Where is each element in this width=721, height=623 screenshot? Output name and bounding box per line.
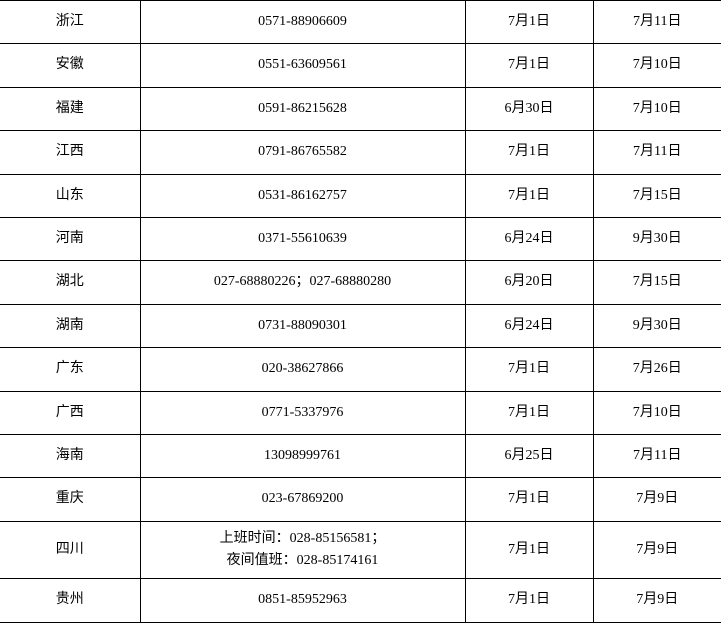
table-row: 湖南 0731-88090301 6月24日 9月30日 (0, 304, 721, 347)
phone-cell: 0551-63609561 (140, 44, 465, 87)
date1-cell: 7月1日 (465, 391, 593, 434)
date1-cell: 7月1日 (465, 131, 593, 174)
province-cell: 四川 (0, 521, 140, 579)
date1-cell: 6月30日 (465, 87, 593, 130)
province-cell: 江西 (0, 131, 140, 174)
province-cell: 福建 (0, 87, 140, 130)
phone-cell: 0731-88090301 (140, 304, 465, 347)
province-cell: 湖南 (0, 304, 140, 347)
date1-cell: 6月20日 (465, 261, 593, 304)
table-row: 浙江 0571-88906609 7月1日 7月11日 (0, 1, 721, 44)
table-row: 安徽 0551-63609561 7月1日 7月10日 (0, 44, 721, 87)
date2-cell: 7月15日 (593, 261, 721, 304)
table-row: 海南 13098999761 6月25日 7月11日 (0, 434, 721, 477)
phone-cell: 0371-55610639 (140, 217, 465, 260)
phone-cell: 0531-86162757 (140, 174, 465, 217)
table-body: 浙江 0571-88906609 7月1日 7月11日 安徽 0551-6360… (0, 1, 721, 623)
date2-cell: 9月30日 (593, 217, 721, 260)
phone-cell: 023-67869200 (140, 478, 465, 521)
date2-cell: 7月11日 (593, 1, 721, 44)
phone-line2: 夜间值班：028-85174161 (145, 550, 461, 572)
date2-cell: 7月9日 (593, 521, 721, 579)
date2-cell: 7月15日 (593, 174, 721, 217)
date2-cell: 7月10日 (593, 391, 721, 434)
province-cell: 广西 (0, 391, 140, 434)
date1-cell: 7月1日 (465, 348, 593, 391)
province-cell: 广东 (0, 348, 140, 391)
phone-cell: 13098999761 (140, 434, 465, 477)
table-row: 山东 0531-86162757 7月1日 7月15日 (0, 174, 721, 217)
table-row: 河南 0371-55610639 6月24日 9月30日 (0, 217, 721, 260)
table-row: 福建 0591-86215628 6月30日 7月10日 (0, 87, 721, 130)
date2-cell: 7月10日 (593, 87, 721, 130)
table-row: 江西 0791-86765582 7月1日 7月11日 (0, 131, 721, 174)
province-cell: 湖北 (0, 261, 140, 304)
date1-cell: 7月1日 (465, 1, 593, 44)
date1-cell: 6月24日 (465, 304, 593, 347)
province-cell: 山东 (0, 174, 140, 217)
province-cell: 安徽 (0, 44, 140, 87)
date2-cell: 7月26日 (593, 348, 721, 391)
phone-cell: 027-68880226；027-68880280 (140, 261, 465, 304)
province-cell: 河南 (0, 217, 140, 260)
date1-cell: 7月1日 (465, 521, 593, 579)
date1-cell: 7月1日 (465, 478, 593, 521)
date1-cell: 7月1日 (465, 174, 593, 217)
phone-line1: 上班时间：028-85156581； (145, 528, 461, 550)
province-cell: 海南 (0, 434, 140, 477)
province-cell: 浙江 (0, 1, 140, 44)
phone-cell: 0591-86215628 (140, 87, 465, 130)
phone-cell: 0571-88906609 (140, 1, 465, 44)
date1-cell: 7月1日 (465, 44, 593, 87)
date2-cell: 7月9日 (593, 478, 721, 521)
phone-cell-multiline: 上班时间：028-85156581； 夜间值班：028-85174161 (140, 521, 465, 579)
phone-cell: 0791-86765582 (140, 131, 465, 174)
province-phone-table: 浙江 0571-88906609 7月1日 7月11日 安徽 0551-6360… (0, 0, 721, 623)
phone-cell: 020-38627866 (140, 348, 465, 391)
province-cell: 重庆 (0, 478, 140, 521)
table-row: 四川 上班时间：028-85156581； 夜间值班：028-85174161 … (0, 521, 721, 579)
table-row: 重庆 023-67869200 7月1日 7月9日 (0, 478, 721, 521)
date2-cell: 9月30日 (593, 304, 721, 347)
table-row: 广西 0771-5337976 7月1日 7月10日 (0, 391, 721, 434)
date2-cell: 7月11日 (593, 131, 721, 174)
table-row: 广东 020-38627866 7月1日 7月26日 (0, 348, 721, 391)
date1-cell: 6月25日 (465, 434, 593, 477)
date2-cell: 7月10日 (593, 44, 721, 87)
date2-cell: 7月11日 (593, 434, 721, 477)
table-row: 湖北 027-68880226；027-68880280 6月20日 7月15日 (0, 261, 721, 304)
phone-cell: 0771-5337976 (140, 391, 465, 434)
date1-cell: 6月24日 (465, 217, 593, 260)
